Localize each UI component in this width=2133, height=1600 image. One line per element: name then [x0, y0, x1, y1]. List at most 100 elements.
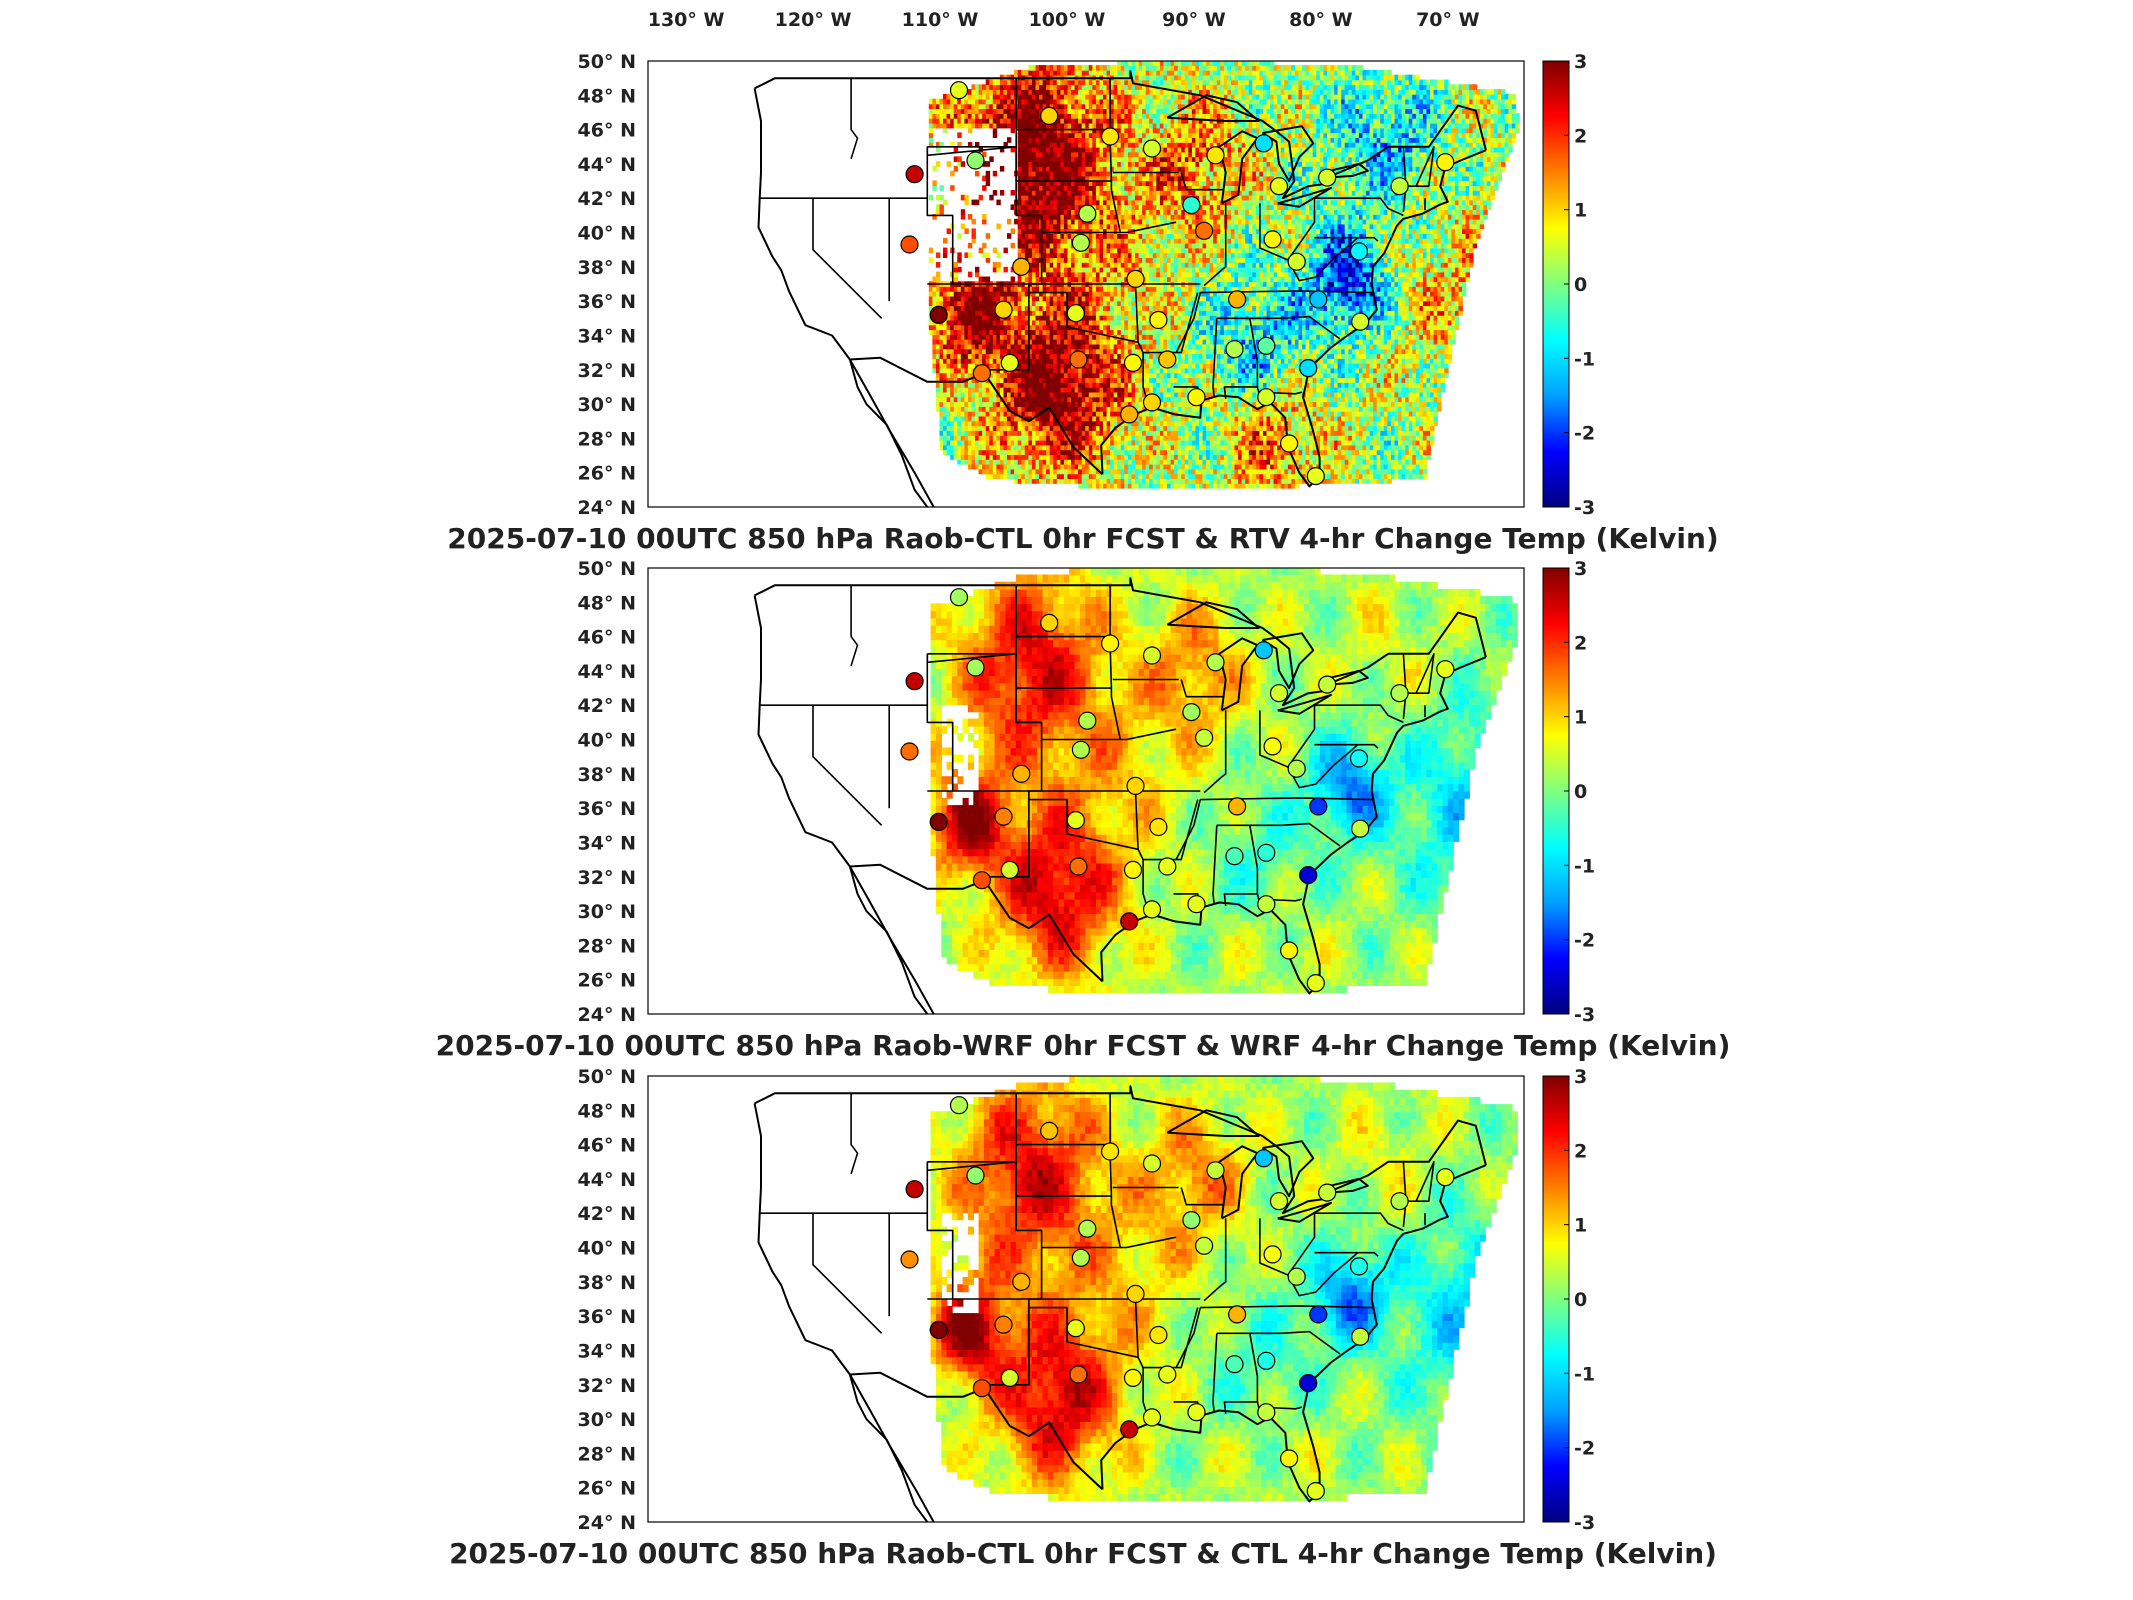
field-cell	[1327, 444, 1332, 451]
field-cell	[1195, 430, 1200, 436]
field-cell	[967, 382, 973, 388]
field-cell	[1319, 415, 1325, 422]
field-cell	[1316, 425, 1321, 431]
field-cell	[1078, 468, 1083, 475]
field-cell	[1319, 377, 1325, 383]
field-cell	[1376, 377, 1382, 383]
field-cell	[1234, 463, 1239, 470]
field-cell	[1195, 478, 1200, 484]
field-cell	[1295, 406, 1300, 412]
field-cell	[1014, 468, 1019, 475]
field-cell	[985, 468, 991, 475]
field-cell	[1231, 372, 1236, 379]
field-cell	[1280, 396, 1286, 403]
field-cell	[1124, 449, 1129, 455]
field-cell	[1408, 463, 1414, 470]
field-cell	[1295, 473, 1300, 479]
field-cell	[1401, 420, 1406, 427]
field-cell	[1277, 478, 1282, 484]
field-cell	[1351, 454, 1357, 460]
field-cell	[1291, 386, 1296, 393]
field-cell	[1046, 401, 1051, 407]
field-cell	[1238, 410, 1243, 417]
field-cell	[1319, 459, 1325, 465]
field-cell	[1387, 396, 1392, 403]
field-cell	[1127, 454, 1133, 460]
field-cell	[1316, 358, 1321, 364]
field-cell	[1003, 473, 1008, 479]
field-cell	[1231, 444, 1236, 451]
field-cell	[1078, 391, 1083, 398]
field-cell	[1266, 483, 1271, 489]
field-cell	[1056, 415, 1062, 422]
field-cell	[1060, 396, 1065, 403]
field-cell	[1071, 420, 1076, 427]
field-cell	[1369, 473, 1374, 479]
field-cell	[1206, 430, 1211, 436]
field-cell	[1330, 362, 1335, 369]
field-cell	[1291, 410, 1296, 417]
field-cell	[1412, 459, 1417, 465]
field-cell	[1099, 382, 1104, 388]
field-cell	[1120, 396, 1126, 403]
field-cell	[1295, 391, 1300, 398]
field-cell	[1234, 468, 1239, 475]
field-cell	[1092, 406, 1097, 412]
field-cell	[1223, 449, 1229, 455]
field-cell	[1270, 358, 1275, 364]
field-cell	[1120, 459, 1126, 465]
field-cell	[1248, 468, 1254, 475]
field-cell	[1088, 449, 1094, 455]
field-cell	[1319, 372, 1325, 379]
field-cell	[1408, 386, 1414, 393]
field-cell	[1159, 454, 1165, 460]
field-cell	[1231, 358, 1236, 364]
field-cell	[1309, 401, 1314, 407]
field-cell	[1373, 425, 1378, 431]
field-cell	[1383, 372, 1389, 379]
field-cell	[1085, 391, 1090, 398]
field-cell	[1373, 439, 1378, 446]
field-cell	[1298, 358, 1303, 364]
field-cell	[1181, 430, 1186, 436]
field-cell	[1159, 468, 1165, 475]
field-cell	[1074, 435, 1079, 441]
field-cell	[1351, 430, 1357, 436]
field-cell	[1341, 410, 1346, 417]
field-cell	[1135, 449, 1140, 455]
field-cell	[1213, 410, 1218, 417]
field-cell	[1309, 463, 1314, 470]
field-cell	[985, 430, 991, 436]
field-cell	[1380, 459, 1385, 465]
field-cell	[1344, 468, 1350, 475]
field-cell	[971, 420, 976, 427]
field-cell	[1341, 459, 1346, 465]
field-cell	[1131, 396, 1136, 403]
field-cell	[1327, 473, 1332, 479]
field-cell	[1049, 449, 1055, 455]
field-cell	[1113, 410, 1119, 417]
field-cell	[1390, 420, 1396, 427]
field-cell	[1323, 468, 1328, 475]
field-cell	[1046, 396, 1051, 403]
field-cell	[1440, 358, 1446, 364]
field-cell	[1366, 362, 1371, 369]
field-cell	[1135, 382, 1140, 388]
field-cell	[1135, 459, 1140, 465]
field-cell	[1060, 430, 1065, 436]
field-cell	[960, 430, 966, 436]
field-cell	[1163, 372, 1168, 379]
field-cell	[1206, 459, 1211, 465]
field-cell	[1334, 372, 1339, 379]
field-cell	[1156, 420, 1161, 427]
field-cell	[1053, 367, 1058, 374]
field-cell	[1085, 372, 1090, 379]
field-cell	[975, 382, 980, 388]
field-cell	[1401, 468, 1406, 475]
field-cell	[1266, 449, 1271, 455]
field-cell	[1334, 362, 1339, 369]
field-cell	[1223, 410, 1229, 417]
field-cell	[1302, 435, 1307, 441]
field-cell	[967, 362, 973, 369]
field-cell	[960, 396, 966, 403]
